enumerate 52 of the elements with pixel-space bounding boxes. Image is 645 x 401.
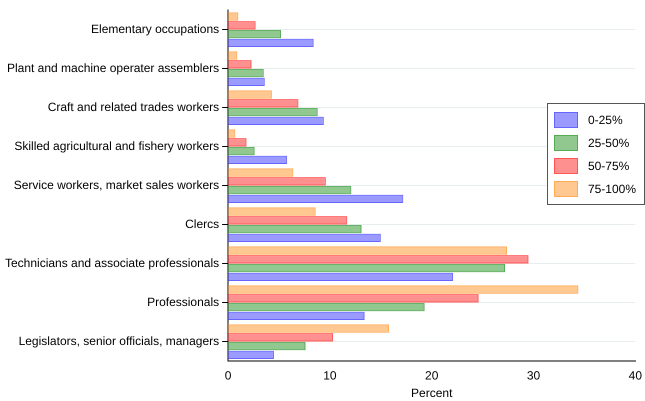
bar	[228, 350, 274, 360]
y-tick-label: Legislators, senior officials, managers	[18, 334, 220, 348]
bar	[228, 272, 454, 282]
x-tick-label: 40	[628, 368, 642, 383]
bar	[228, 224, 362, 234]
x-tick-label: 10	[323, 368, 337, 383]
bar	[228, 99, 298, 108]
bar	[228, 246, 508, 255]
bar	[228, 234, 381, 242]
bar	[228, 68, 264, 78]
y-tick-label: Skilled agricultural and fishery workers	[14, 139, 220, 154]
bar	[228, 177, 326, 186]
bar	[228, 312, 365, 320]
y-tick-label: Craft and related trades workers	[48, 100, 220, 114]
bar	[228, 30, 282, 38]
x-tick-label: 30	[526, 368, 541, 383]
bar	[228, 333, 333, 342]
x-tick-label: 20	[425, 368, 439, 383]
bar	[228, 146, 255, 156]
bar	[228, 90, 272, 99]
bar	[228, 38, 314, 48]
bar	[228, 324, 389, 333]
bar	[228, 21, 256, 30]
bar	[228, 264, 506, 272]
y-tick-label: Professionals	[147, 295, 220, 310]
y-tick-label: Clercs	[185, 217, 220, 232]
bar	[228, 294, 479, 302]
bar	[228, 216, 348, 224]
bar	[228, 60, 252, 68]
bar	[228, 207, 316, 216]
y-tick-label: Service workers, market sales workers	[14, 178, 220, 192]
legend-label: 25-50%	[588, 136, 630, 150]
bar	[228, 255, 528, 264]
legend-label: 0-25%	[588, 112, 623, 126]
bar	[228, 138, 246, 146]
bar	[228, 108, 318, 116]
y-tick-label: Elementary occupations	[91, 22, 220, 36]
x-axis-title: Percent	[411, 386, 454, 400]
bar	[228, 116, 324, 126]
legend-label: 75-100%	[588, 182, 636, 196]
legend-label: 50-75%	[588, 158, 630, 172]
y-tick-label: Technicians and associate professionals	[5, 256, 220, 270]
y-tick-label: Plant and machine operater assemblers	[7, 61, 220, 76]
bar	[228, 302, 425, 312]
bar	[228, 186, 352, 194]
bar	[228, 168, 294, 177]
bar	[228, 156, 288, 164]
bar	[228, 285, 578, 294]
bar	[228, 342, 306, 350]
bar	[228, 194, 404, 204]
x-tick-label: 0	[224, 368, 232, 383]
bar	[228, 78, 265, 86]
